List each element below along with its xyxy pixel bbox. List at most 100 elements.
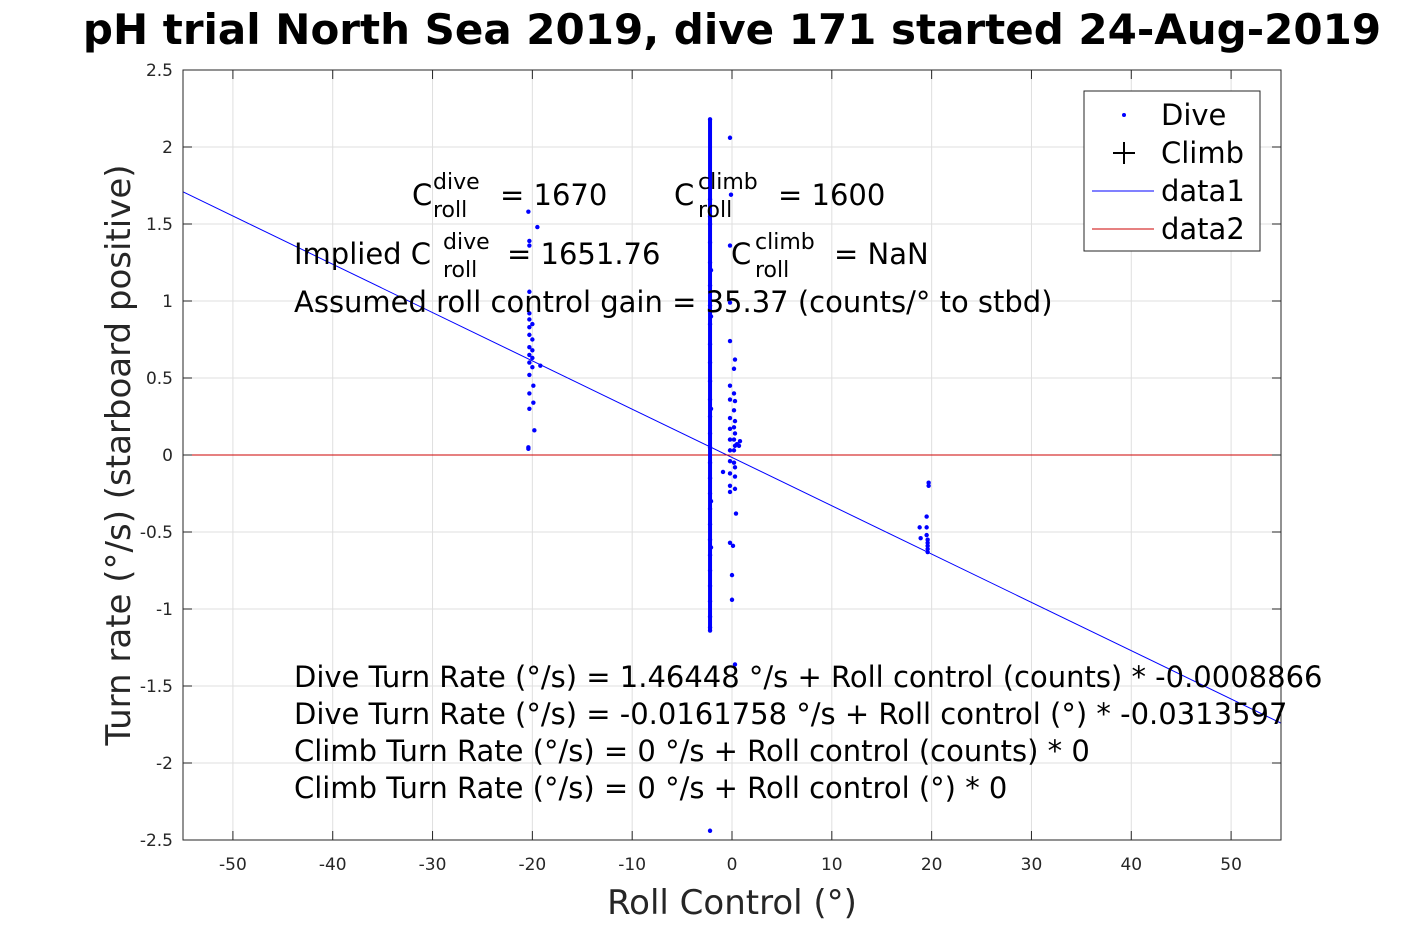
implied-annotation: Implied C dive roll = 1651.76 C climb ro… [294, 230, 929, 283]
y-tick-label: 1 [162, 292, 173, 312]
series-dive-point [925, 537, 930, 542]
series-dive-point [731, 425, 737, 430]
series-dive-point [924, 514, 929, 519]
series-dive-point [727, 458, 733, 464]
series-dive-point [527, 345, 532, 350]
series-dive-point [731, 437, 737, 442]
c-dive-value: = 1670 [500, 178, 607, 212]
series-dive-point [736, 443, 742, 448]
legend-dive-marker [1122, 113, 1126, 117]
series-dive-point [924, 532, 929, 538]
ticks [183, 69, 1281, 841]
series-dive-point [731, 366, 737, 371]
series-dive-point [527, 317, 532, 322]
series-dive-point [535, 224, 540, 230]
series-dive-point [727, 397, 733, 402]
series-dive-point [526, 446, 531, 452]
series-dive-point [727, 540, 733, 545]
x-tick-label: -50 [219, 855, 247, 875]
series-dive-point [733, 511, 739, 516]
legend-data1-label: data1 [1161, 174, 1245, 208]
series-dive-point [926, 483, 931, 488]
legend: Dive Climb data1 data2 [1083, 90, 1261, 252]
gain-annotation: Assumed roll control gain = 35.37 (count… [294, 285, 1053, 319]
y-tick-label: -2.5 [140, 831, 173, 851]
y-tick-label: 0.5 [146, 369, 173, 389]
implied-dive-sup: dive [443, 230, 490, 255]
x-tick-label: 30 [1021, 855, 1043, 875]
series-dive-point [727, 243, 733, 248]
implied-climb-sup: climb [755, 230, 815, 255]
series-dive-point [530, 321, 535, 327]
c-climb-sup: climb [698, 170, 758, 195]
x-tick-label: 20 [921, 855, 943, 875]
implied-climb-sub: roll [755, 258, 789, 283]
legend-entry-data1: data1 [1092, 174, 1245, 208]
legend-entry-data2: data2 [1092, 212, 1245, 246]
series-dive-point [531, 400, 536, 405]
implied-dive-sub: roll [443, 258, 477, 283]
series-dive-point [727, 415, 733, 421]
implied-prefix: Implied C [294, 237, 431, 271]
implied-climb-value: = NaN [834, 237, 929, 271]
equation-dive-degrees: Dive Turn Rate (°/s) = -0.0161758 °/s + … [294, 697, 1287, 731]
series-dive-point [527, 332, 532, 338]
series-dive-point [730, 543, 736, 549]
series-dive-point [527, 391, 532, 396]
series-dive-point [530, 365, 535, 370]
series-dive-point [925, 540, 930, 545]
y-axis-label: Turn rate (°/s) (starboard positive) [99, 164, 139, 746]
x-tick-label: -40 [319, 855, 347, 875]
series-dive-point [727, 338, 733, 344]
y-tick-label: 1.5 [146, 215, 173, 235]
series-dive-point [527, 243, 532, 248]
legend-box [1083, 90, 1261, 252]
series-dive-point [926, 480, 931, 485]
equation-dive-counts: Dive Turn Rate (°/s) = 1.46448 °/s + Rol… [294, 660, 1322, 694]
series-dive-point [530, 348, 535, 353]
series-dive-point [527, 289, 532, 294]
x-tick-label: 40 [1120, 855, 1142, 875]
equation-climb-counts: Climb Turn Rate (°/s) = 0 °/s + Roll con… [294, 734, 1090, 768]
series-dive-point [732, 486, 738, 492]
x-axis-label: Roll Control (°) [607, 883, 857, 923]
y-tick-label: 2.5 [146, 61, 173, 81]
series-dive-point [527, 324, 532, 330]
legend-data2-label: data2 [1161, 212, 1245, 246]
y-tick-label: -2 [156, 754, 173, 774]
c-climb-annotation: C climb roll = 1600 [674, 170, 885, 223]
series-dive-point [527, 406, 532, 411]
chart-title: pH trial North Sea 2019, dive 171 starte… [83, 5, 1381, 54]
c-climb-value: = 1600 [778, 178, 885, 212]
series-dive-point [530, 337, 535, 342]
c-climb-sub: roll [698, 198, 732, 223]
series-dive-point [732, 474, 738, 479]
implied-dive-value: = 1651.76 [507, 237, 660, 271]
legend-entry-climb: Climb [1113, 136, 1244, 170]
c-dive-sub: roll [433, 198, 467, 223]
c-dive-annotation: C dive roll = 1670 [412, 170, 607, 223]
series-dive-point [727, 135, 733, 140]
legend-entry-dive: Dive [1122, 98, 1226, 132]
series-dive-point [707, 828, 713, 833]
series-dive-point [727, 483, 733, 488]
y-tick-label: -0.5 [140, 523, 173, 543]
series-dive-point [732, 418, 738, 424]
series-dive-point [925, 546, 930, 552]
x-tick-label: -20 [518, 855, 546, 875]
series-dive-point [731, 460, 737, 465]
series-dive-point [731, 408, 737, 413]
series-dive-point [727, 383, 733, 388]
series-dive-point [727, 471, 733, 476]
series-layer [182, 117, 1282, 833]
series-dive-point [532, 428, 537, 433]
legend-dive-label: Dive [1161, 98, 1226, 132]
x-tick-label: -30 [419, 855, 447, 875]
series-dive-point [917, 525, 922, 530]
series-dive-point [728, 192, 734, 197]
series-dive-point [731, 391, 737, 396]
series-dive-point [729, 572, 735, 578]
series-dive-point [527, 352, 532, 358]
series-dive-point [737, 438, 743, 444]
series-dive-point [729, 597, 735, 602]
